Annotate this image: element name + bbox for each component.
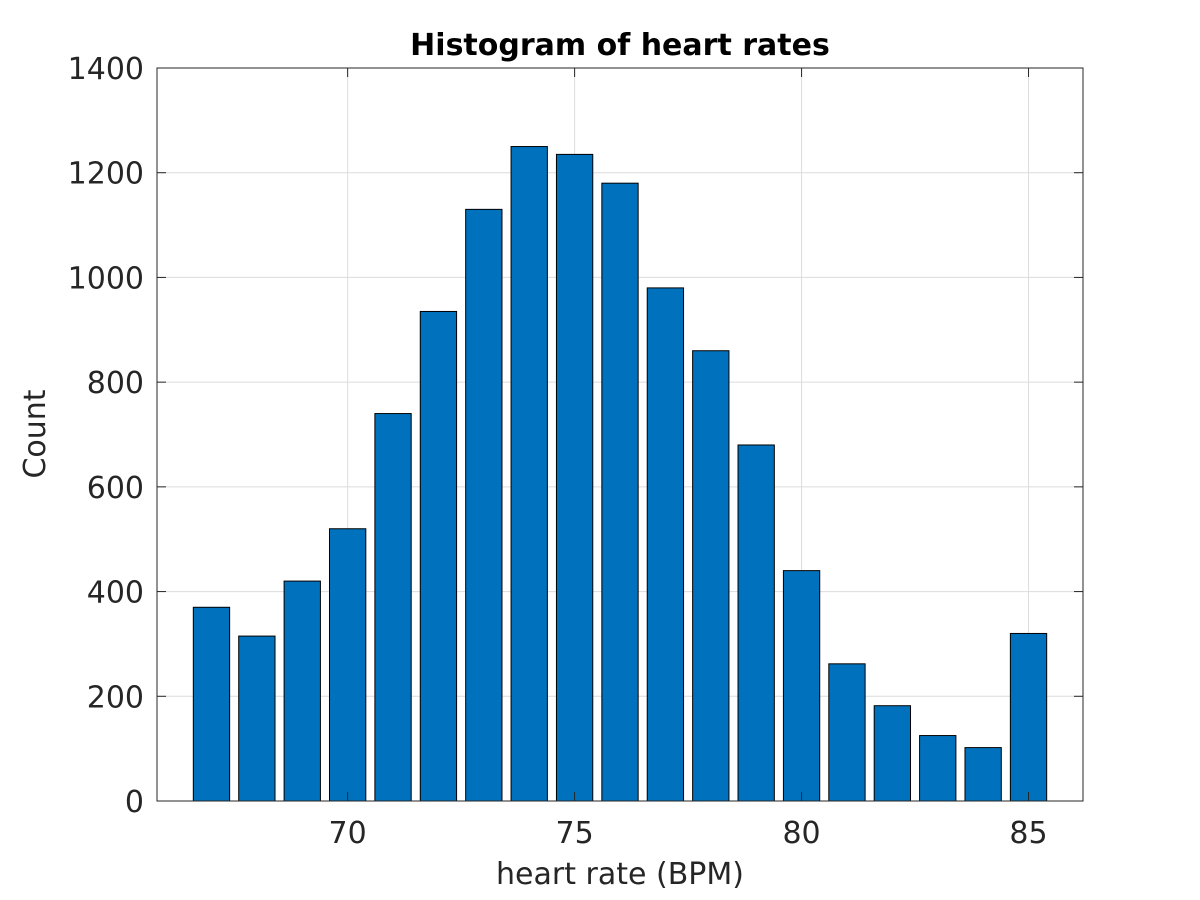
histogram-bars: [192, 146, 1048, 802]
chart-title: Histogram of heart rates: [410, 28, 830, 63]
histogram-bar: [737, 444, 775, 802]
histogram-bar: [601, 182, 639, 802]
y-tick-label: 200: [87, 680, 144, 715]
x-tick-label: 85: [1009, 816, 1047, 851]
histogram-bar: [1009, 632, 1048, 802]
y-tick-labels: 0 200 400 600 800 1000 1200 1400: [68, 52, 144, 820]
histogram-bar: [692, 350, 730, 802]
y-tick-label: 400: [87, 576, 144, 611]
histogram-bar: [919, 735, 957, 802]
y-tick-label: 600: [87, 471, 144, 506]
histogram-bar: [555, 153, 594, 802]
histogram-bar: [646, 287, 685, 802]
tick-marks: [157, 67, 1083, 802]
y-axis-label: Count: [18, 389, 53, 478]
histogram-bar: [510, 146, 548, 802]
y-tick-label: 0: [125, 785, 144, 820]
y-tick-label: 800: [87, 366, 144, 401]
x-tick-labels: 70 75 80 85: [329, 816, 1048, 851]
y-tick-label: 1200: [68, 157, 144, 192]
histogram-bar: [828, 663, 866, 802]
histogram-bar: [374, 413, 412, 802]
histogram-bar: [419, 310, 458, 802]
y-tick-label: 1400: [68, 52, 144, 87]
x-tick-label: 75: [556, 816, 594, 851]
x-tick-label: 70: [329, 816, 367, 851]
axes-box: [156, 67, 1084, 802]
histogram-bar: [873, 705, 912, 802]
x-axis-label: heart rate (BPM): [496, 857, 744, 892]
histogram-bar: [283, 580, 321, 802]
x-tick-label: 80: [782, 816, 820, 851]
y-tick-label: 1000: [68, 261, 144, 296]
histogram-bar: [964, 747, 1002, 802]
histogram-bar: [782, 570, 821, 802]
histogram-bar: [192, 606, 231, 802]
histogram-bar: [465, 208, 503, 802]
histogram-bar: [328, 528, 367, 802]
histogram-bar: [238, 635, 276, 802]
